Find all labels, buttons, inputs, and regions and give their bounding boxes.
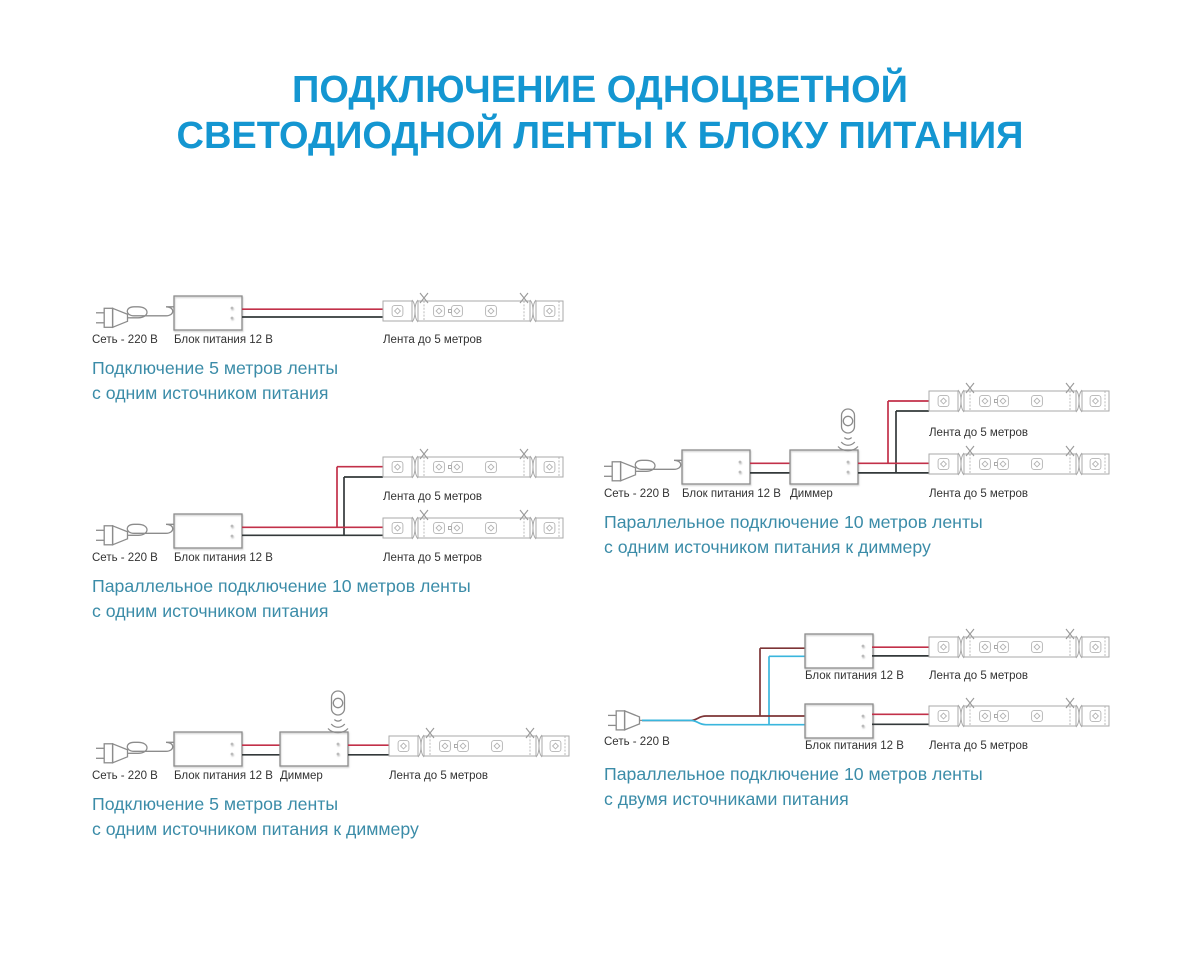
svg-text:с одним источником питания к д: с одним источником питания к диммеру [604,537,931,557]
svg-text:Сеть - 220 В: Сеть - 220 В [92,770,158,782]
svg-text:Сеть - 220 В: Сеть - 220 В [92,334,158,346]
svg-text:Лента до 5 метров: Лента до 5 метров [929,488,1028,500]
svg-text:Лента до 5 метров: Лента до 5 метров [929,427,1028,439]
svg-text:Лента до 5 метров: Лента до 5 метров [929,740,1028,752]
svg-text:с одним источником питания к д: с одним источником питания к диммеру [92,819,419,839]
svg-text:с одним источником питания: с одним источником питания [92,383,328,403]
svg-text:Лента до 5 метров: Лента до 5 метров [383,491,482,503]
svg-text:с одним источником питания: с одним источником питания [92,601,328,621]
svg-text:Блок питания 12 В: Блок питания 12 В [174,770,273,782]
svg-text:Диммер: Диммер [790,488,833,500]
svg-text:Лента до 5 метров: Лента до 5 метров [383,334,482,346]
svg-text:Параллельное подключение 10 ме: Параллельное подключение 10 метров ленты [604,764,983,784]
svg-text:Блок питания 12 В: Блок питания 12 В [805,670,904,682]
svg-text:Блок питания 12 В: Блок питания 12 В [805,740,904,752]
svg-text:Сеть - 220 В: Сеть - 220 В [604,488,670,500]
svg-text:Лента до 5 метров: Лента до 5 метров [929,670,1028,682]
svg-text:Подключение 5 метров ленты: Подключение 5 метров ленты [92,794,338,814]
svg-text:с двумя источниками питания: с двумя источниками питания [604,789,849,809]
svg-text:Подключение 5 метров ленты: Подключение 5 метров ленты [92,358,338,378]
svg-text:Блок питания 12 В: Блок питания 12 В [174,552,273,564]
svg-text:Блок питания 12 В: Блок питания 12 В [174,334,273,346]
svg-text:Лента до 5 метров: Лента до 5 метров [389,770,488,782]
svg-text:Сеть - 220 В: Сеть - 220 В [92,552,158,564]
svg-text:Блок питания 12 В: Блок питания 12 В [682,488,781,500]
svg-text:Лента до 5 метров: Лента до 5 метров [383,552,482,564]
svg-text:Параллельное подключение 10 ме: Параллельное подключение 10 метров ленты [92,576,471,596]
svg-text:Сеть - 220 В: Сеть - 220 В [604,736,670,748]
svg-text:Параллельное подключение 10 ме: Параллельное подключение 10 метров ленты [604,512,983,532]
svg-text:Диммер: Диммер [280,770,323,782]
